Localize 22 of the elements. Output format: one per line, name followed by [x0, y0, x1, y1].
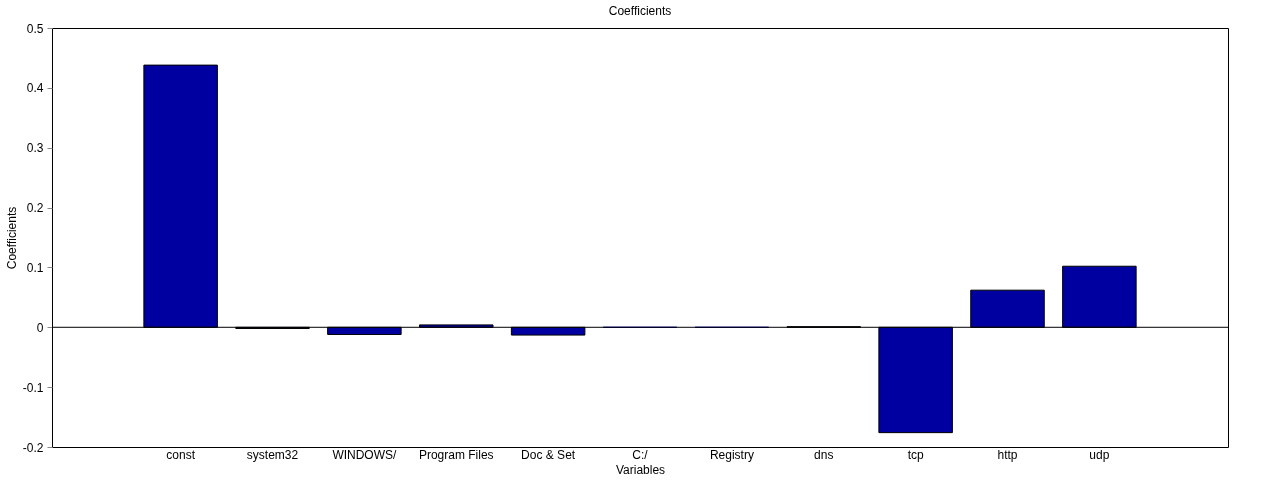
x-tick-label: http	[997, 447, 1018, 462]
x-tick-label: Doc & Set	[521, 447, 576, 462]
x-tick-label: system32	[246, 447, 299, 462]
x-tick-label: const	[166, 447, 196, 462]
x-tick-label: C:/	[632, 447, 649, 462]
y-tick-label: -0.1	[22, 380, 44, 395]
y-tick-label: 0.1	[26, 260, 44, 275]
y-tick-label: 0.3	[26, 141, 44, 156]
x-tick-label: Registry	[709, 447, 754, 462]
x-axis-title: Variables	[615, 462, 666, 477]
y-tick-label: 0	[36, 320, 44, 335]
x-tick-label: WINDOWS/	[332, 447, 398, 462]
y-tick-label: -0.2	[22, 440, 44, 455]
y-tick-label: 0.5	[26, 21, 44, 36]
x-tick-label: tcp	[907, 447, 924, 462]
y-tick-label: 0.2	[26, 201, 44, 216]
x-tick-label: dns	[814, 447, 834, 462]
y-tick-label: 0.4	[26, 81, 44, 96]
chart-title: Coefficients	[608, 4, 672, 18]
x-tick-label: udp	[1089, 447, 1110, 462]
y-axis-title: Coefficients	[4, 206, 19, 270]
x-tick-label: Program Files	[418, 447, 494, 462]
